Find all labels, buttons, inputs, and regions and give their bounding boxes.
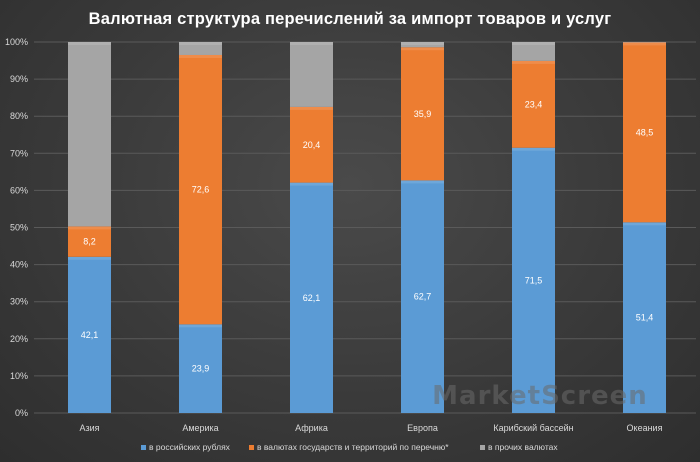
chart-title: Валютная структура перечислений за импор…	[89, 10, 612, 28]
x-category-label: Африка	[295, 423, 328, 433]
bar-segment-3	[401, 42, 444, 48]
bar-segment-1	[68, 256, 111, 413]
data-label: 71,5	[525, 275, 543, 285]
bar-segment-2	[401, 47, 444, 181]
y-axis-ticks: 0% 10% 20% 30% 40% 50% 60% 70% 80% 90% 100%	[5, 37, 28, 418]
data-label: 20,4	[303, 140, 321, 150]
bar-segment-1	[512, 147, 555, 414]
data-label: 72,6	[192, 185, 210, 195]
data-label: 23,9	[192, 364, 210, 374]
bar-segment-highlight	[401, 47, 444, 51]
bar-segment-highlight	[68, 256, 111, 260]
y-tick-label: 100%	[5, 37, 28, 47]
bar-segment-2	[290, 106, 333, 183]
bar-segment-1	[401, 180, 444, 413]
x-category-label: Америка	[182, 423, 218, 433]
legend: в российских рублях в валютах государств …	[141, 442, 558, 452]
gridlines	[34, 41, 696, 414]
legend-swatch	[141, 445, 146, 450]
x-category-label: Карибский бассейн	[493, 423, 573, 433]
bar-segment-2	[512, 60, 555, 148]
y-tick-label: 80%	[10, 111, 28, 121]
data-label: 8,2	[83, 237, 96, 247]
y-tick-label: 20%	[10, 334, 28, 344]
x-category-label: Океания	[627, 423, 663, 433]
x-axis-categories: Азия Америка Африка Европа Карибский бассейн…	[79, 423, 662, 433]
data-labels: 42,1 8,2 23,9 72,6 62,1 20,4 62,7 35,9 71,5 23,4 5…	[81, 99, 654, 373]
bar-segment-highlight	[623, 42, 666, 46]
bar-segment-highlight	[401, 180, 444, 184]
legend-entry: в прочих валютах	[488, 442, 558, 452]
watermark-logo: MarketScreen	[432, 381, 648, 411]
bar-segment-3	[290, 42, 333, 107]
y-tick-label: 30%	[10, 297, 28, 307]
bar-segment-highlight	[179, 324, 222, 328]
bar-segment-highlight	[401, 42, 444, 45]
y-tick-label: 0%	[15, 408, 28, 418]
bar-segment-highlight	[512, 147, 555, 151]
data-label: 51,4	[636, 313, 654, 323]
x-category-label: Азия	[79, 423, 99, 433]
bar-segment-1	[179, 324, 222, 413]
bar-segment-highlight	[179, 42, 222, 45]
bar-segment-3	[68, 42, 111, 227]
x-category-label: Европа	[407, 423, 438, 433]
bar-segment-highlight	[623, 222, 666, 226]
y-tick-label: 10%	[10, 371, 28, 381]
y-tick-label: 50%	[10, 223, 28, 233]
bar-segment-2	[623, 42, 666, 223]
bar-segment-3	[512, 42, 555, 61]
y-tick-label: 70%	[10, 148, 28, 158]
data-label: 35,9	[414, 109, 432, 119]
bar-segment-highlight	[290, 182, 333, 186]
bars	[68, 42, 666, 414]
legend-swatch	[249, 445, 254, 450]
bar-segment-highlight	[68, 42, 111, 45]
bar-segment-1	[623, 222, 666, 413]
bar-segment-highlight	[68, 226, 111, 230]
bar-segment-2	[179, 54, 222, 325]
data-label: 62,7	[414, 292, 432, 302]
legend-entry: в валютах государств и территорий по пер…	[257, 442, 449, 452]
bar-segment-3	[179, 42, 222, 55]
legend-entry: в российских рублях	[149, 442, 231, 452]
data-label: 62,1	[303, 293, 321, 303]
bar-segment-highlight	[512, 60, 555, 64]
bar-segment-highlight	[179, 54, 222, 58]
y-tick-label: 40%	[10, 260, 28, 270]
bar-segment-2	[68, 226, 111, 257]
y-tick-label: 60%	[10, 185, 28, 195]
bar-segment-highlight	[290, 42, 333, 45]
bar-segment-highlight	[290, 106, 333, 110]
data-label: 23,4	[525, 99, 543, 109]
y-tick-label: 90%	[10, 74, 28, 84]
legend-swatch	[480, 445, 485, 450]
bar-segment-1	[290, 182, 333, 413]
data-label: 48,5	[636, 127, 654, 137]
data-label: 42,1	[81, 330, 99, 340]
bar-segment-highlight	[512, 42, 555, 45]
